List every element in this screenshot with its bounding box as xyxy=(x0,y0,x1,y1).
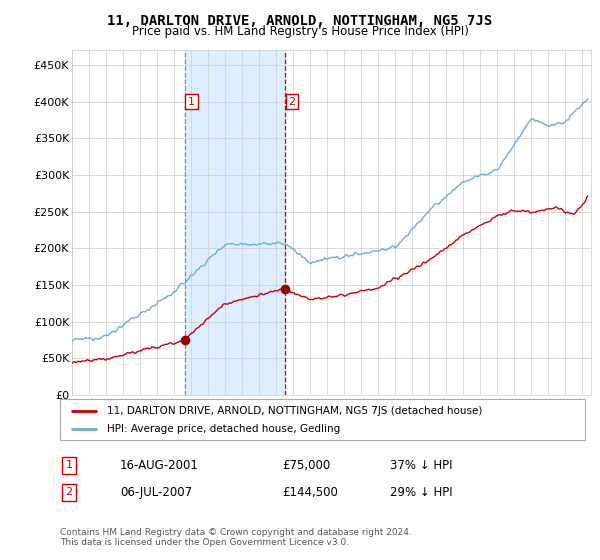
Text: 1: 1 xyxy=(65,460,73,470)
Text: 11, DARLTON DRIVE, ARNOLD, NOTTINGHAM, NG5 7JS (detached house): 11, DARLTON DRIVE, ARNOLD, NOTTINGHAM, N… xyxy=(107,405,482,416)
Text: 16-AUG-2001: 16-AUG-2001 xyxy=(120,459,199,473)
Text: Price paid vs. HM Land Registry's House Price Index (HPI): Price paid vs. HM Land Registry's House … xyxy=(131,25,469,38)
Text: 29% ↓ HPI: 29% ↓ HPI xyxy=(390,486,452,500)
Text: 1: 1 xyxy=(188,97,195,107)
Text: HPI: Average price, detached house, Gedling: HPI: Average price, detached house, Gedl… xyxy=(107,424,341,434)
Text: 2: 2 xyxy=(65,487,73,497)
Text: Contains HM Land Registry data © Crown copyright and database right 2024.
This d: Contains HM Land Registry data © Crown c… xyxy=(60,528,412,547)
Text: 06-JUL-2007: 06-JUL-2007 xyxy=(120,486,192,500)
FancyBboxPatch shape xyxy=(60,399,585,440)
Text: £75,000: £75,000 xyxy=(282,459,330,473)
Text: 2: 2 xyxy=(288,97,295,107)
Text: £144,500: £144,500 xyxy=(282,486,338,500)
Text: 37% ↓ HPI: 37% ↓ HPI xyxy=(390,459,452,473)
Text: 11, DARLTON DRIVE, ARNOLD, NOTTINGHAM, NG5 7JS: 11, DARLTON DRIVE, ARNOLD, NOTTINGHAM, N… xyxy=(107,14,493,28)
Bar xyxy=(185,50,285,395)
